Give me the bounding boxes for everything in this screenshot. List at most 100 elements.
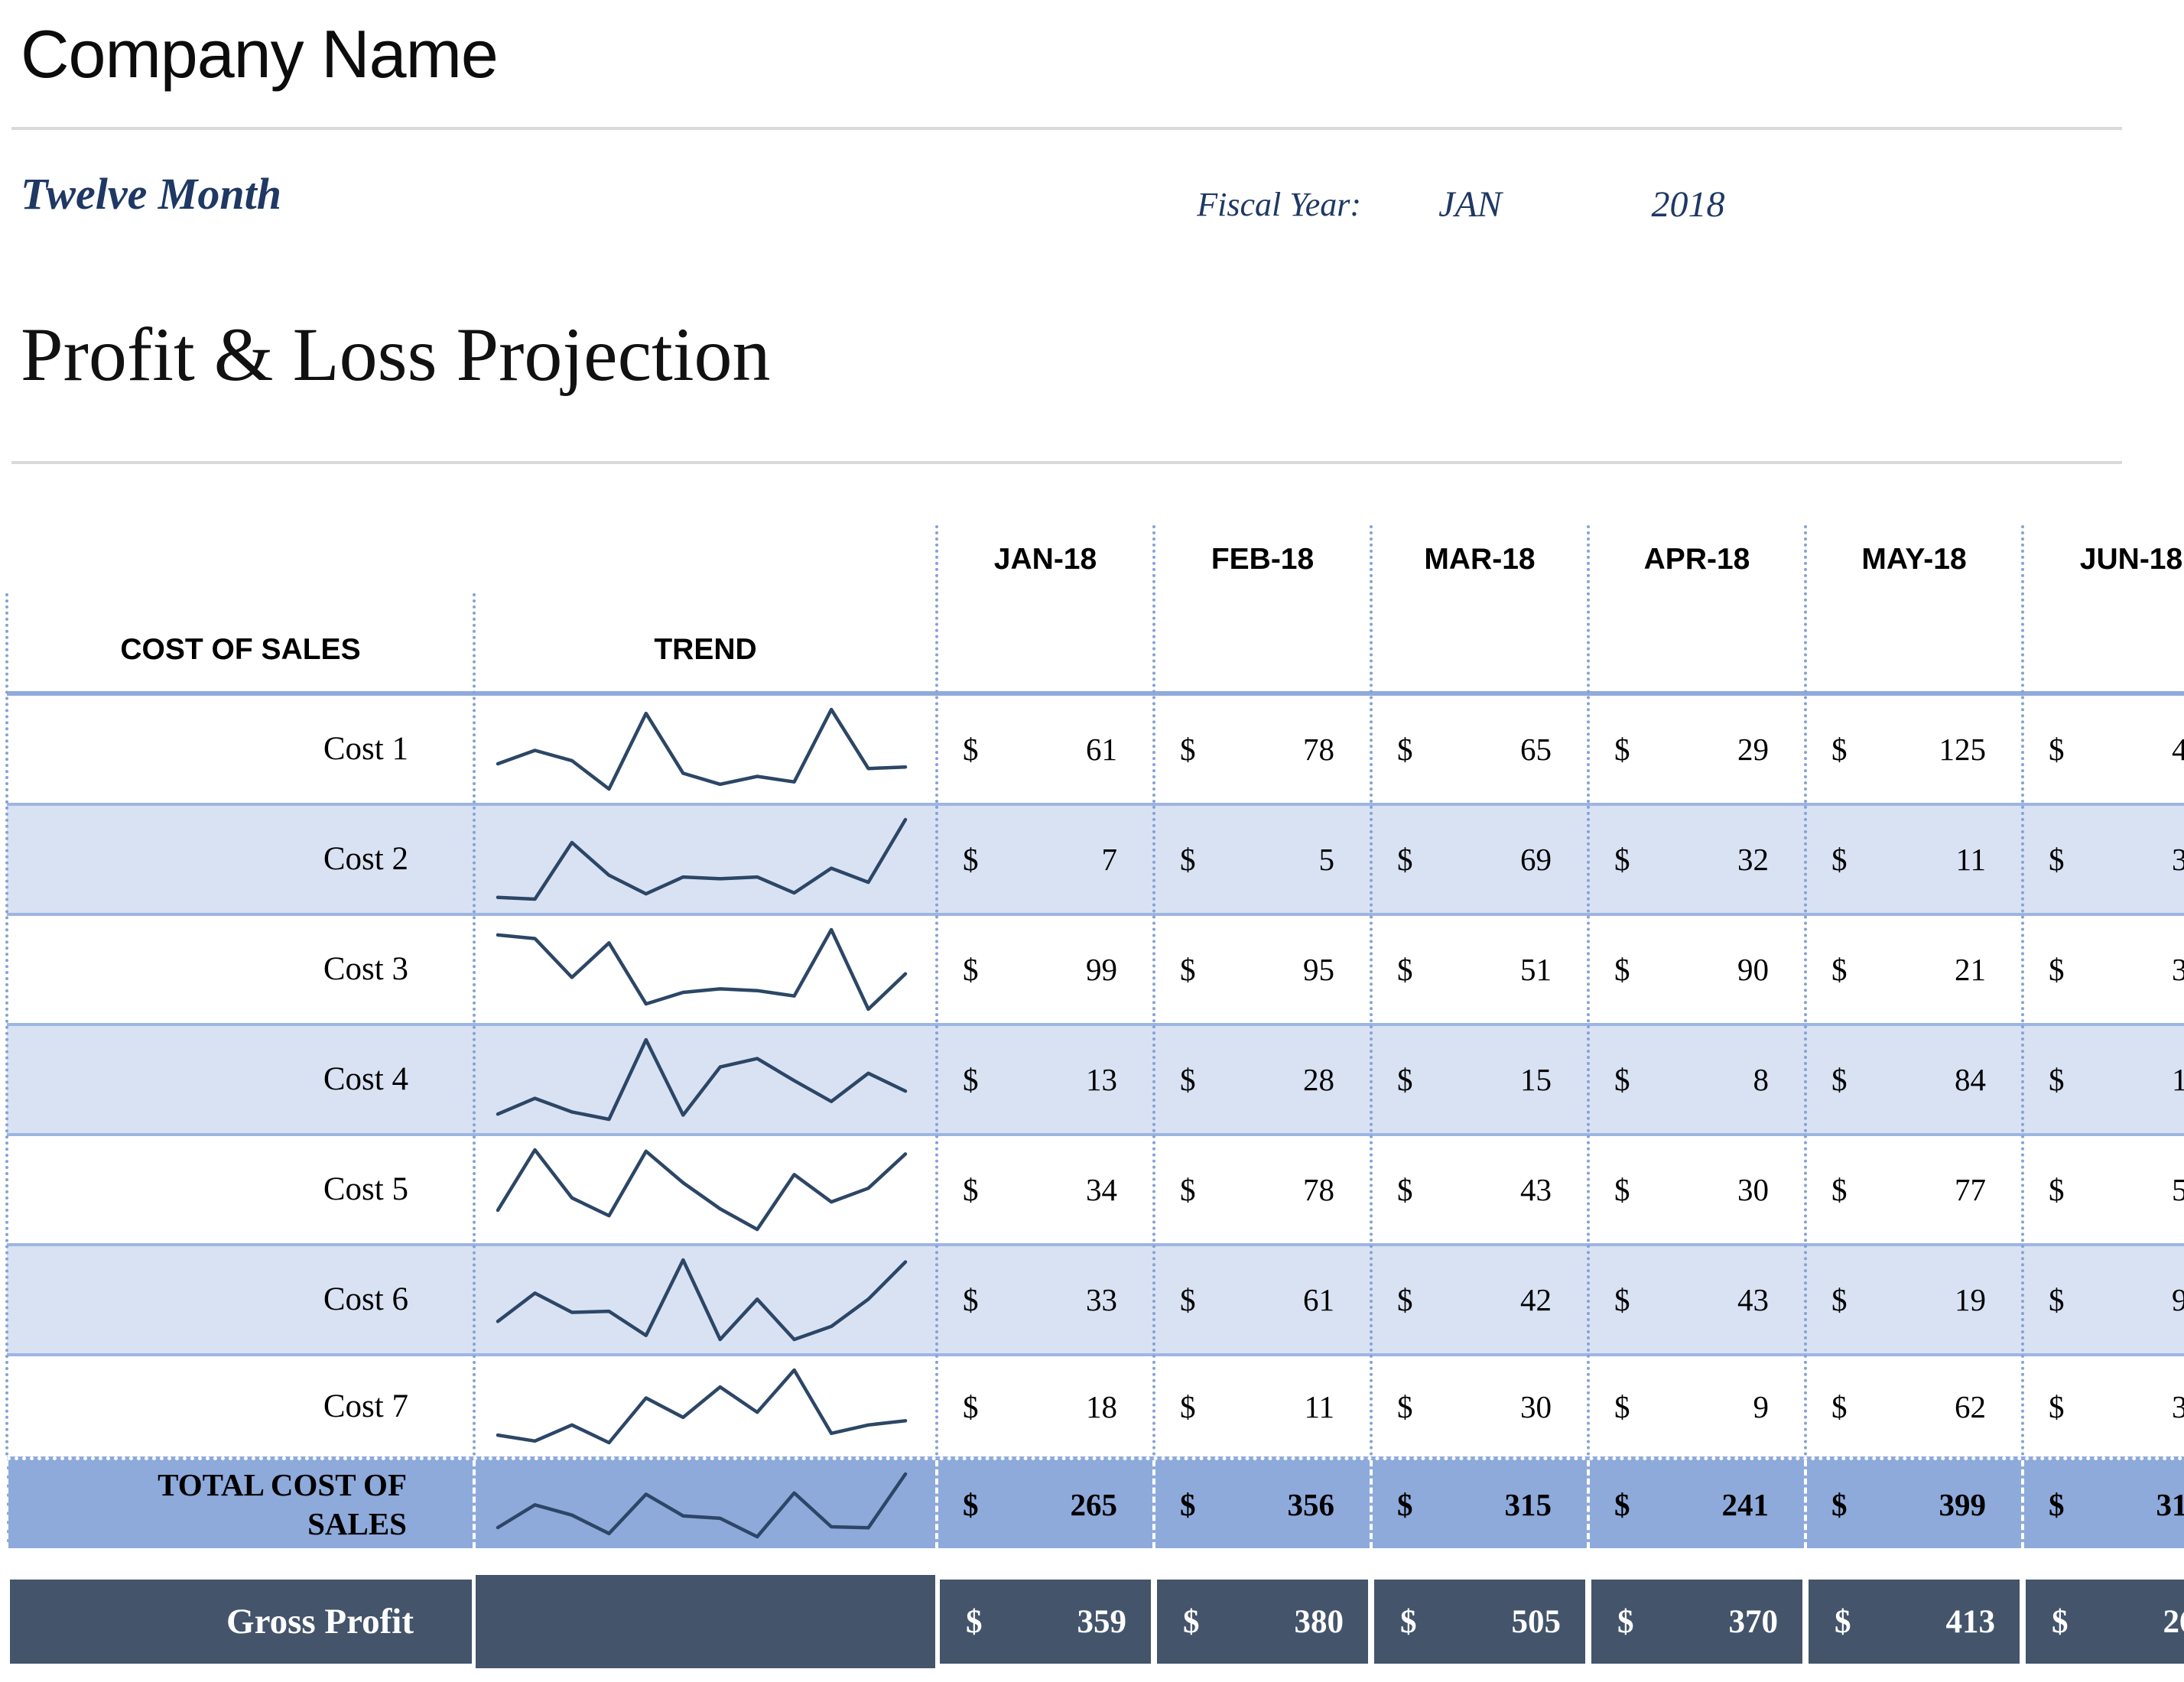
table-header-rule: [7, 691, 2184, 696]
cell-value: 266: [2163, 1603, 2184, 1640]
value-cell[interactable]: $28: [1154, 1026, 1371, 1133]
value-cell[interactable]: $15: [1371, 1026, 1588, 1133]
currency-symbol: $: [1617, 1603, 1634, 1640]
currency-symbol: $: [963, 1172, 979, 1207]
trend-cell[interactable]: [474, 1136, 937, 1243]
currency-symbol: $: [1180, 1388, 1196, 1424]
trend-sparkline: [496, 707, 908, 791]
row-label[interactable]: Cost 7: [323, 1388, 408, 1424]
value-cell[interactable]: $13: [937, 1026, 1154, 1133]
row-label[interactable]: Cost 6: [323, 1281, 408, 1317]
month-header[interactable]: APR-18: [1643, 543, 1750, 576]
value-cell[interactable]: $49: [2023, 696, 2184, 803]
month-header[interactable]: MAY-18: [1861, 543, 1967, 576]
value-cell[interactable]: $99: [937, 916, 1154, 1023]
value-cell[interactable]: $69: [1371, 806, 1588, 913]
currency-symbol: $: [1397, 1388, 1413, 1424]
value-cell[interactable]: $61: [937, 696, 1154, 803]
value-cell[interactable]: $7: [937, 806, 1154, 913]
gross-profit-value-cell[interactable]: $380: [1157, 1580, 1368, 1664]
value-cell[interactable]: $29: [1588, 696, 1805, 803]
value-cell[interactable]: $32: [1588, 806, 1805, 913]
gross-profit-trend-cell[interactable]: [476, 1575, 935, 1668]
gross-profit-value-cell[interactable]: $370: [1591, 1580, 1802, 1664]
currency-symbol: $: [1397, 732, 1413, 767]
value-cell[interactable]: $51: [1371, 916, 1588, 1023]
value-cell[interactable]: $9: [1588, 1356, 1805, 1456]
value-cell[interactable]: $78: [1154, 696, 1371, 803]
value-cell[interactable]: $94: [2023, 1246, 2184, 1353]
month-header[interactable]: FEB-18: [1211, 543, 1315, 576]
cell-value: 43: [1520, 1172, 1552, 1207]
cell-value: 29: [1737, 732, 1769, 767]
value-cell[interactable]: $54: [2023, 1136, 2184, 1243]
total-value-cell[interactable]: $315: [1371, 1460, 1588, 1548]
gross-profit-label-cell[interactable]: Gross Profit: [10, 1580, 472, 1664]
report-subtitle[interactable]: Twelve Month: [21, 169, 282, 219]
company-name[interactable]: Company Name: [21, 16, 499, 92]
value-cell[interactable]: $11: [1805, 806, 2023, 913]
currency-symbol: $: [1831, 1486, 1848, 1522]
value-cell[interactable]: $125: [1805, 696, 2023, 803]
trend-cell[interactable]: [474, 1246, 937, 1353]
gross-profit-value-cell[interactable]: $266: [2026, 1580, 2184, 1664]
total-value-cell[interactable]: $312: [2023, 1460, 2184, 1548]
value-cell[interactable]: $30: [2023, 806, 2184, 913]
value-cell[interactable]: $95: [1154, 916, 1371, 1023]
fiscal-year-value-cell[interactable]: 2018: [1651, 184, 1725, 225]
cell-value: 505: [1511, 1603, 1562, 1640]
currency-symbol: $: [1180, 842, 1196, 877]
month-header[interactable]: MAR-18: [1424, 543, 1536, 576]
value-cell[interactable]: $19: [1805, 1246, 2023, 1353]
column-gridline: [1152, 525, 1155, 1456]
gross-profit-value-cell[interactable]: $359: [940, 1580, 1151, 1664]
value-cell[interactable]: $78: [1154, 1136, 1371, 1243]
trend-cell[interactable]: [474, 916, 937, 1023]
row-label[interactable]: Cost 4: [323, 1061, 408, 1097]
gross-profit-value-cell[interactable]: $505: [1374, 1580, 1585, 1664]
cell-value: 65: [1520, 732, 1552, 767]
value-cell[interactable]: $43: [1588, 1246, 1805, 1353]
trend-sparkline: [496, 1368, 908, 1445]
value-cell[interactable]: $30: [1588, 1136, 1805, 1243]
value-cell[interactable]: $30: [1371, 1356, 1588, 1456]
row-label[interactable]: Cost 2: [323, 841, 408, 877]
value-cell[interactable]: $90: [1588, 916, 1805, 1023]
value-cell[interactable]: $34: [2023, 916, 2184, 1023]
row-label[interactable]: Cost 5: [323, 1171, 408, 1207]
currency-symbol: $: [963, 952, 979, 987]
value-cell[interactable]: $18: [937, 1356, 1154, 1456]
total-value-cell[interactable]: $265: [937, 1460, 1154, 1548]
trend-cell[interactable]: [474, 1026, 937, 1133]
value-cell[interactable]: $21: [1805, 916, 2023, 1023]
currency-symbol: $: [2049, 1388, 2065, 1424]
fiscal-year-month-cell[interactable]: JAN: [1438, 184, 1502, 225]
currency-symbol: $: [1180, 1486, 1196, 1522]
value-cell[interactable]: $5: [1154, 806, 1371, 913]
value-cell[interactable]: $61: [1154, 1246, 1371, 1353]
total-value-cell[interactable]: $399: [1805, 1460, 2023, 1548]
trend-cell[interactable]: [474, 806, 937, 913]
value-cell[interactable]: $77: [1805, 1136, 2023, 1243]
total-value-cell[interactable]: $356: [1154, 1460, 1371, 1548]
value-cell[interactable]: $84: [1805, 1026, 2023, 1133]
trend-cell[interactable]: [474, 1356, 937, 1456]
total-cost-of-sales-row[interactable]: TOTAL COST OF SALES $265 $356 $315 $241 $399 $…: [5, 1456, 2184, 1548]
value-cell[interactable]: $62: [1805, 1356, 2023, 1456]
value-cell[interactable]: $34: [937, 1136, 1154, 1243]
value-cell[interactable]: $43: [1371, 1136, 1588, 1243]
value-cell[interactable]: $8: [1588, 1026, 1805, 1133]
value-cell[interactable]: $12: [2023, 1026, 2184, 1133]
row-label[interactable]: Cost 1: [323, 731, 408, 767]
month-header[interactable]: JUN-18: [2079, 543, 2183, 576]
value-cell[interactable]: $11: [1154, 1356, 1371, 1456]
total-value-cell[interactable]: $241: [1588, 1460, 1805, 1548]
trend-cell[interactable]: [474, 696, 937, 803]
value-cell[interactable]: $42: [1371, 1246, 1588, 1353]
row-label[interactable]: Cost 3: [323, 951, 408, 987]
gross-profit-value-cell[interactable]: $413: [1809, 1580, 2020, 1664]
month-header[interactable]: JAN-18: [993, 543, 1097, 576]
value-cell[interactable]: $65: [1371, 696, 1588, 803]
value-cell[interactable]: $33: [937, 1246, 1154, 1353]
value-cell[interactable]: $39: [2023, 1356, 2184, 1456]
